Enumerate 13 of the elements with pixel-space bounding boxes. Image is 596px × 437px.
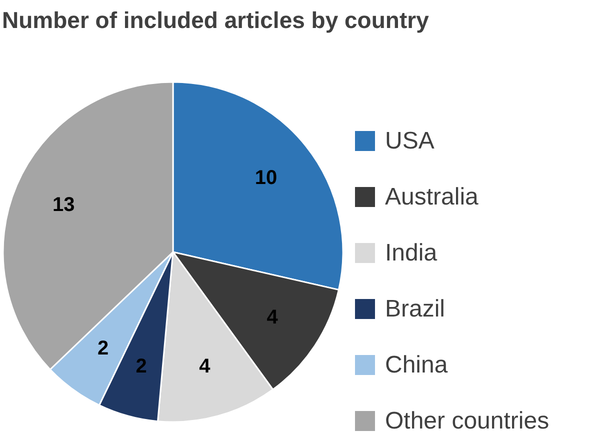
legend-label: China [385,352,448,378]
legend-label: Brazil [385,296,446,322]
chart-title: Number of included articles by country [2,7,430,33]
data-label: 2 [97,337,109,360]
legend-label: Australia [385,184,480,210]
data-label: 2 [136,356,147,378]
data-label: 13 [52,194,75,216]
data-label: 10 [254,166,278,189]
legend-label: Other countries [385,408,550,434]
legend-label: India [385,240,438,266]
data-label: 4 [199,356,212,378]
legend-label: USA [385,128,434,154]
data-label: 4 [266,306,279,329]
